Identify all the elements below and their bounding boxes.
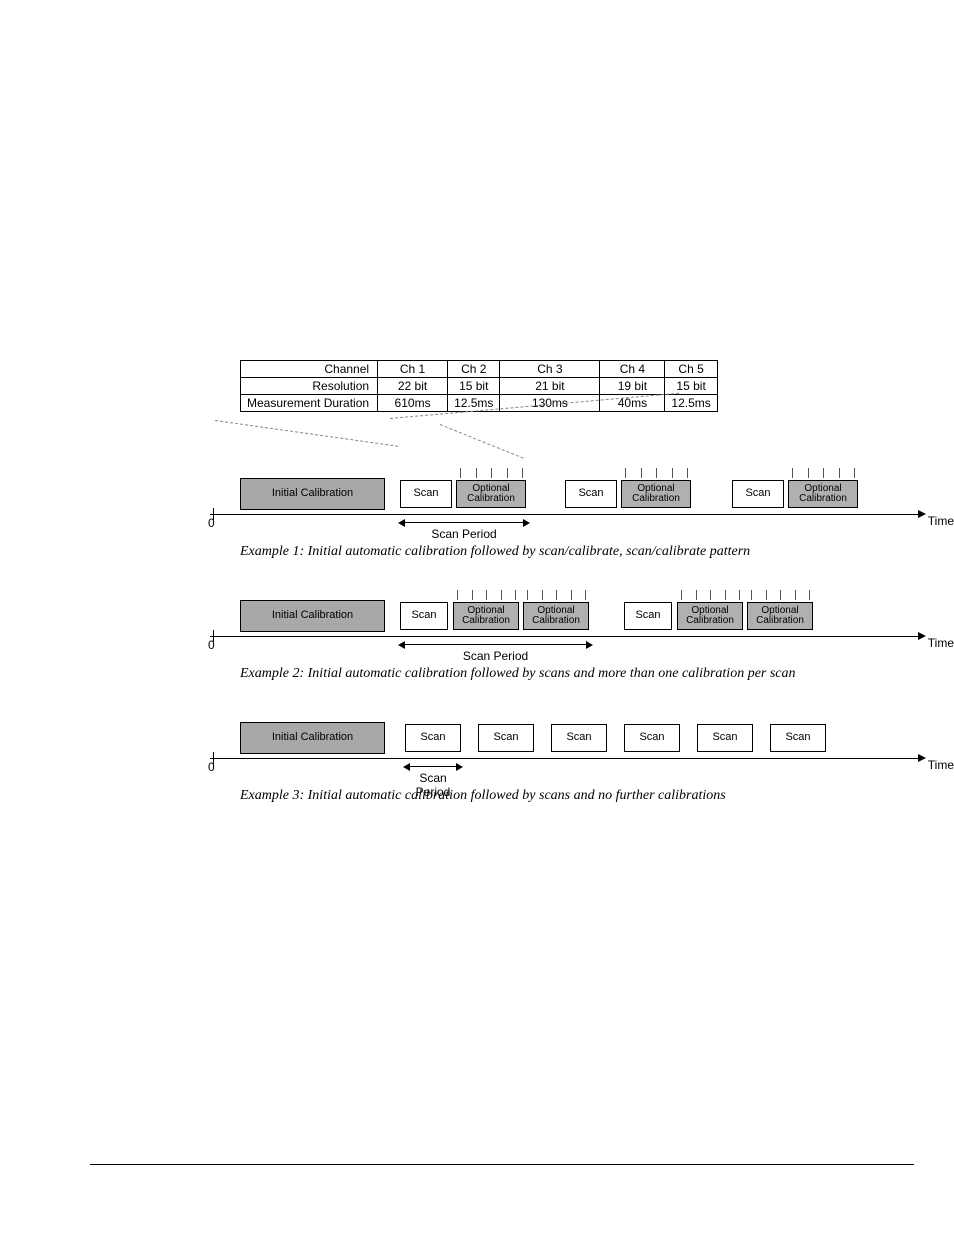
optional-calibration-box: OptionalCalibration [621,480,691,508]
scan-box: Scan [400,480,452,508]
row-header: Resolution [241,378,378,395]
caption-example-2: Example 2: Initial automatic calibration… [240,666,940,682]
scan-box: Scan [551,724,607,752]
initial-calibration-box: Initial Calibration [240,600,385,632]
initial-calibration-box: Initial Calibration [240,478,385,510]
optional-calibration-box: OptionalCalibration [677,602,743,630]
time-label: Time [928,636,954,650]
calibration-ticks [453,590,519,600]
scan-period-label: Scan Period [398,527,530,541]
cell: 15 bit [665,378,717,395]
calibration-ticks [621,468,691,478]
optional-calibration-box: OptionalCalibration [456,480,526,508]
scan-box: Scan [400,602,448,630]
scan-box: Scan [770,724,826,752]
timeline-example-1: 0 Time Initial CalibrationScanOptionalCa… [210,464,940,534]
optional-calibration-box: OptionalCalibration [523,602,589,630]
scan-box: Scan [732,480,784,508]
cell: Ch 2 [448,361,500,378]
caption-example-1: Example 1: Initial automatic calibration… [240,544,940,560]
scan-box: Scan [405,724,461,752]
cell: 610ms [378,395,448,412]
time-axis [210,636,920,637]
scan-box: Scan [624,724,680,752]
table-row: Channel Ch 1 Ch 2 Ch 3 Ch 4 Ch 5 [241,361,718,378]
cell: Ch 1 [378,361,448,378]
time-label: Time [928,514,954,528]
cell: Ch 3 [500,361,600,378]
cell: Ch 5 [665,361,717,378]
cell: 19 bit [600,378,665,395]
time-label: Time [928,758,954,772]
calibration-ticks [456,468,526,478]
calibration-ticks [747,590,813,600]
zero-label: 0 [208,760,215,774]
table-row: Resolution 22 bit 15 bit 21 bit 19 bit 1… [241,378,718,395]
cell: Ch 4 [600,361,665,378]
zero-label: 0 [208,638,215,652]
table-row: Measurement Duration 610ms 12.5ms 130ms … [241,395,718,412]
scan-box: Scan [697,724,753,752]
optional-calibration-box: OptionalCalibration [453,602,519,630]
scan-box: Scan [565,480,617,508]
zero-label: 0 [208,516,215,530]
scan-period-label: Scan Period [398,649,593,663]
time-axis [210,514,920,515]
cell: 12.5ms [665,395,717,412]
calibration-ticks [523,590,589,600]
optional-calibration-box: OptionalCalibration [747,602,813,630]
calibration-ticks [677,590,743,600]
cell: 21 bit [500,378,600,395]
timeline-example-3: 0 Time Initial CalibrationScanScanScanSc… [210,708,940,778]
cell: 22 bit [378,378,448,395]
timeline-example-2: 0 Time Initial CalibrationScanOptionalCa… [210,586,940,656]
footer-rule [90,1164,914,1165]
caption-example-3: Example 3: Initial automatic calibration… [240,788,940,804]
time-axis [210,758,920,759]
calibration-ticks [788,468,858,478]
optional-calibration-box: OptionalCalibration [788,480,858,508]
row-header: Channel [241,361,378,378]
cell: 15 bit [448,378,500,395]
initial-calibration-box: Initial Calibration [240,722,385,754]
scan-box: Scan [624,602,672,630]
channel-table: Channel Ch 1 Ch 2 Ch 3 Ch 4 Ch 5 Resolut… [240,360,718,412]
projection-lines [210,416,940,446]
row-header: Measurement Duration [241,395,378,412]
scan-period-label: Scan Period [403,771,463,799]
scan-box: Scan [478,724,534,752]
